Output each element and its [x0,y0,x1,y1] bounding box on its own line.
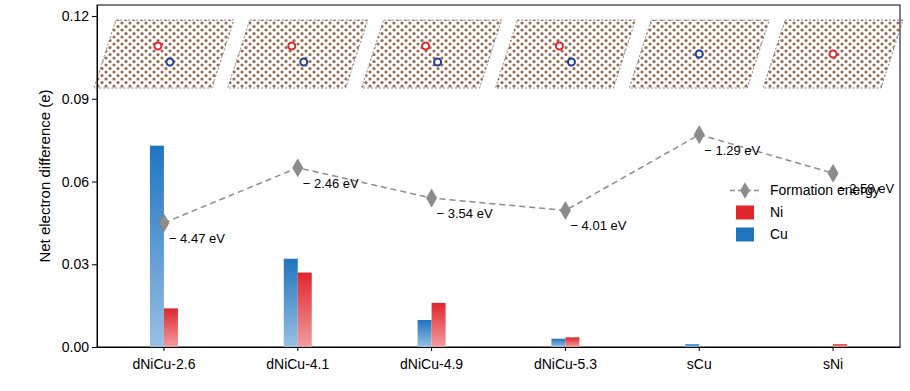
ni-atom [288,43,295,50]
ni-atom [422,43,429,50]
marker [426,189,436,207]
x-tick-label: dNiCu-4.9 [400,356,463,372]
y-tick: 0.03 [62,256,97,272]
legend-swatch [736,227,754,241]
bar [699,347,713,348]
bar [819,347,833,348]
x-tick: dNiCu-4.9 [400,347,463,372]
legend-label: Formation energy [770,182,880,198]
x-tick-mark [833,347,834,351]
y-tick-mark [92,99,97,100]
bar [685,344,699,347]
y-tick-label: 0.00 [62,339,89,355]
marker [828,164,838,182]
annotation: − 3.54 eV [437,206,493,221]
bar [551,339,565,347]
y-tick-mark [92,347,97,348]
y-tick-label: 0.06 [62,173,89,189]
legend-label: Cu [770,226,788,242]
x-tick: dNiCu-4.1 [266,347,329,372]
y-axis: 0.00 0.03 0.06 0.09 0.12 [62,6,98,355]
ni-atom [556,43,563,50]
x-tick: sCu [687,347,712,372]
bar [150,146,164,347]
y-tick-mark [92,16,97,17]
structure-inset [362,20,502,88]
x-tick-label: dNiCu-2.6 [132,356,195,372]
cu-atom [300,59,307,66]
x-tick: dNiCu-2.6 [132,347,195,372]
bar [833,344,847,347]
structure-inset [495,20,635,88]
plot-area [150,126,847,347]
y-tick: 0.09 [62,91,97,107]
y-tick-label: 0.09 [62,91,89,107]
marker [293,159,303,177]
x-tick-label: sCu [687,356,712,372]
structure-insets [94,20,903,88]
y-tick-mark [92,182,97,183]
x-tick: dNiCu-5.3 [534,347,597,372]
y-axis-line [97,6,98,348]
legend-swatch [736,205,754,219]
x-tick: sNi [823,347,843,372]
bar [298,273,312,347]
structure-inset [629,20,769,88]
cu-atom [166,59,173,66]
legend-item: Ni [736,204,783,220]
x-tick-label: sNi [823,356,843,372]
bar [432,303,446,347]
bar [164,308,178,347]
cu-atom [434,59,441,66]
x-tick-label: dNiCu-5.3 [534,356,597,372]
legend-label: Ni [770,204,783,220]
x-tick-mark [431,347,432,351]
bar [418,320,432,347]
y-tick: 0.06 [62,173,97,189]
x-tick-mark [565,347,566,351]
legend-marker [740,182,750,199]
x-tick-mark [163,347,164,351]
x-tick-mark [297,347,298,351]
y-axis-title: Net electron difference (e) [36,89,53,262]
x-axis: dNiCu-2.6 dNiCu-4.1 dNiCu-4.9 dNiCu-5.3 sCu s… [98,347,901,372]
marker [694,126,704,144]
structure-inset [763,20,903,88]
ni-atom [154,43,161,50]
legend-item: Formation energy [730,182,880,199]
structure-inset [94,20,234,88]
annotation: − 2.46 eV [303,176,359,191]
legend: Formation energy Ni Cu [730,182,880,242]
y-tick-label: 0.12 [62,8,89,24]
x-tick-label: dNiCu-4.1 [266,356,329,372]
annotation: − 1.29 eV [704,143,760,158]
annotation: − 4.01 eV [570,218,626,233]
ni-atom [830,51,837,58]
y-tick-mark [92,264,97,265]
bar [284,259,298,347]
y-tick: 0.00 [62,339,97,355]
y-tick: 0.12 [62,8,97,24]
annotation: − 4.47 eV [169,231,225,246]
cu-atom [696,51,703,58]
x-tick-mark [699,347,700,351]
structure-inset [228,20,368,88]
marker [159,214,169,232]
y-tick-label: 0.03 [62,256,89,272]
legend-item: Cu [736,226,788,242]
x-axis-line [98,347,901,348]
marker [560,202,570,220]
bar [565,337,579,347]
cu-atom [568,59,575,66]
line [164,135,833,223]
